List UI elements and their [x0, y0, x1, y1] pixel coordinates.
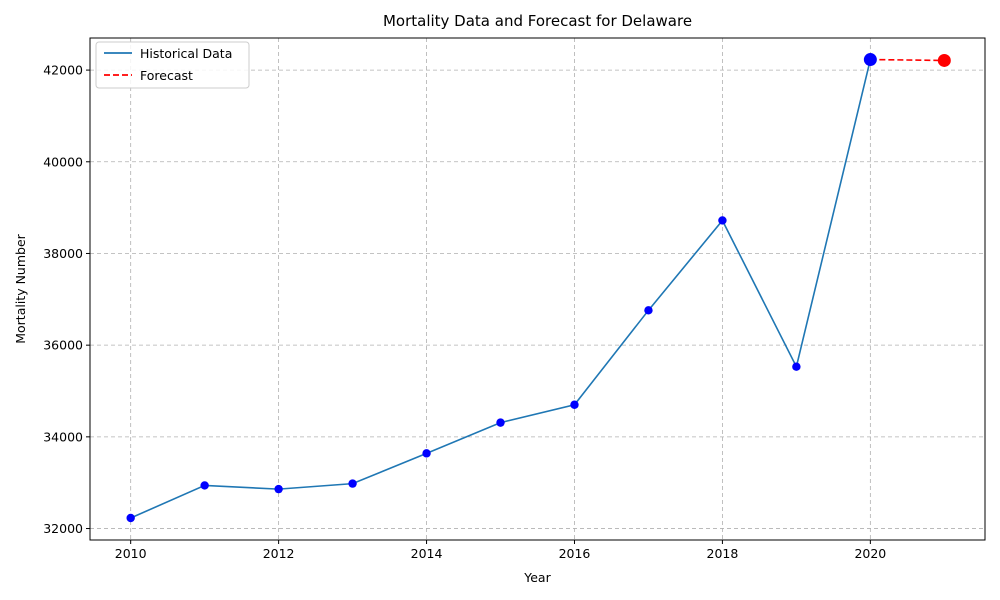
x-tick-label: 2012: [263, 546, 295, 561]
forecast-line: [870, 58, 945, 62]
axis-ticks: 2010 2012 2014 2016 2018 2020 32000 34000 36000 3…: [43, 63, 886, 561]
historical-data-point: [200, 481, 209, 490]
y-tick-label: 34000: [43, 429, 83, 444]
legend-box: [95, 41, 250, 89]
y-tick-label: 42000: [43, 63, 83, 78]
series: [126, 53, 951, 523]
x-tick-label: 2016: [559, 546, 591, 561]
historical-data-point: [274, 484, 283, 494]
historical-data-point: [570, 400, 579, 409]
historical-data-point: [348, 479, 357, 488]
forecast-data-point: [937, 53, 951, 67]
y-axis-label: Mortality Number: [13, 233, 28, 343]
y-tick-label: 32000: [43, 521, 83, 536]
legend-historical-label: Historical Data: [140, 46, 232, 61]
x-tick-label: 2018: [707, 546, 739, 561]
x-axis-label: Year: [523, 570, 551, 585]
y-tick-label: 36000: [43, 338, 83, 353]
plot-frame: [89, 37, 986, 541]
y-tick-label: 40000: [43, 154, 83, 169]
historical-data-point: [863, 53, 877, 67]
x-tick-label: 2020: [854, 546, 886, 561]
y-tick-label: 38000: [43, 246, 83, 261]
x-tick-label: 2010: [115, 546, 147, 561]
legend-forecast-label: Forecast: [140, 68, 193, 83]
legend: Historical Data Forecast: [95, 41, 250, 89]
historical-data-point: [422, 449, 431, 458]
historical-data-point: [496, 418, 505, 427]
historical-data-point: [126, 513, 135, 523]
historical-data-point: [792, 362, 801, 371]
historical-data-point: [718, 216, 727, 225]
chart-title: Mortality Data and Forecast for Delaware: [383, 12, 692, 30]
x-tick-label: 2014: [411, 546, 443, 561]
historical-data-point: [644, 306, 653, 315]
